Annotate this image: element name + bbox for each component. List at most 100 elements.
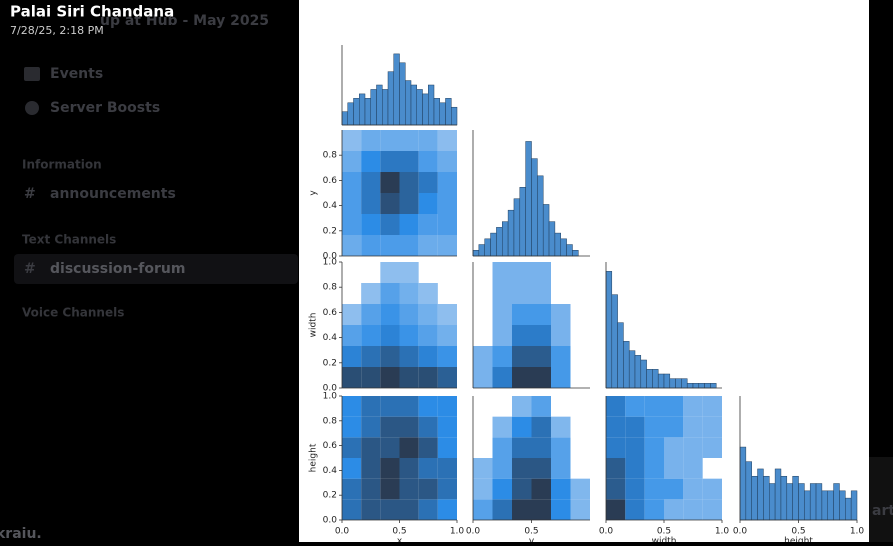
- heat-cell: [380, 193, 400, 214]
- heat-cell: [625, 416, 645, 438]
- heat-cell: [664, 416, 684, 438]
- hist-bar: [554, 232, 562, 257]
- hist-bar: [484, 238, 491, 257]
- hist-bar: [628, 350, 636, 389]
- heat-cell: [380, 416, 400, 438]
- heat-cell: [683, 437, 703, 458]
- heat-cell: [418, 416, 438, 438]
- heat-cell: [399, 325, 419, 346]
- hist-bar: [507, 209, 515, 257]
- heat-cell: [418, 325, 438, 346]
- heat-cell: [418, 304, 438, 325]
- heat-cell: [437, 193, 457, 214]
- author: Palai Siri Chandana: [10, 3, 174, 21]
- heat-cell: [342, 367, 362, 388]
- channel[interactable]: announcements: [50, 186, 176, 202]
- hist-bar: [845, 497, 852, 521]
- category[interactable]: Text Channels: [22, 233, 116, 247]
- heat-cell: [570, 478, 590, 500]
- hist-bar: [353, 98, 360, 126]
- hist-bar: [445, 98, 452, 126]
- heat-cell: [512, 262, 532, 283]
- hist-bar: [410, 84, 417, 126]
- heat-cell: [361, 325, 381, 346]
- hist-bar: [496, 227, 503, 257]
- heat-cell: [418, 458, 438, 479]
- y-axis-label: width: [309, 313, 319, 338]
- hist-bar: [710, 383, 717, 389]
- heat-cell: [437, 130, 457, 151]
- heat-cell: [418, 437, 438, 458]
- heat-cell: [380, 499, 400, 520]
- heat-cell: [399, 283, 419, 304]
- hist-bar: [376, 84, 383, 126]
- y-tick-label: 1.0: [323, 392, 338, 402]
- heat-cell: [512, 458, 532, 479]
- heat-cell: [380, 151, 400, 172]
- hist-bar: [833, 483, 840, 521]
- hist-bar: [663, 373, 671, 389]
- heat-cell: [399, 478, 419, 500]
- heat-cell: [683, 416, 703, 438]
- nav-item[interactable]: Events: [50, 66, 103, 82]
- heat-cell: [437, 458, 457, 479]
- y-axis-label: y: [309, 190, 319, 196]
- hist-bar: [669, 378, 676, 389]
- heat-cell: [399, 193, 419, 214]
- hist-bar: [364, 98, 371, 126]
- y-tick-label: 0.4: [323, 333, 338, 343]
- heat-cell: [437, 304, 457, 325]
- hist-bar: [359, 93, 366, 126]
- heat-cell: [399, 172, 419, 193]
- hist-bar: [821, 490, 829, 521]
- hist-bar: [490, 232, 497, 257]
- heat-cell: [702, 499, 722, 520]
- heat-cell: [361, 458, 381, 479]
- heat-cell: [512, 346, 532, 367]
- heat-cell: [531, 478, 551, 500]
- hist-bar: [763, 475, 770, 521]
- heat-cell: [625, 396, 645, 417]
- nav-item[interactable]: Server Boosts: [50, 100, 160, 116]
- heat-cell: [664, 499, 684, 520]
- heat-cell: [531, 346, 551, 367]
- channel[interactable]: discussion-forum: [50, 261, 185, 277]
- hist-bar: [686, 383, 694, 389]
- hist-bar: [566, 244, 573, 257]
- heat-cell: [644, 437, 664, 458]
- heat-cell: [570, 499, 590, 520]
- hist-bar: [502, 221, 509, 257]
- heat-cell: [380, 325, 400, 346]
- heat-cell: [702, 437, 722, 458]
- hist-bar: [698, 383, 705, 389]
- heat-cell: [380, 367, 400, 388]
- heat-cell: [361, 172, 381, 193]
- heat-cell: [399, 130, 419, 151]
- hist-bar: [623, 341, 630, 389]
- heat-cell: [342, 172, 362, 193]
- heat-cell: [606, 437, 626, 458]
- category[interactable]: Voice Channels: [22, 306, 124, 320]
- heat-cell: [399, 151, 419, 172]
- heat-cell: [492, 478, 512, 500]
- heat-cell: [380, 235, 400, 256]
- heat-cell: [531, 262, 551, 283]
- heat-cell: [512, 283, 532, 304]
- hist-bar: [786, 483, 793, 521]
- heat-cell: [361, 499, 381, 520]
- heat-cell: [418, 478, 438, 500]
- hist-bar: [387, 71, 394, 126]
- hist-bar: [617, 322, 624, 389]
- heat-cell: [342, 396, 362, 417]
- category[interactable]: Information: [22, 158, 102, 172]
- heat-cell: [437, 499, 457, 520]
- hist-bar: [745, 461, 752, 521]
- heat-cell: [437, 325, 457, 346]
- y-tick-label: 0.6: [323, 308, 338, 318]
- hist-bar: [809, 483, 817, 521]
- hist-bar: [634, 355, 642, 389]
- heat-cell: [380, 458, 400, 479]
- heat-cell: [512, 478, 532, 500]
- y-tick-label: 0.6: [323, 441, 338, 451]
